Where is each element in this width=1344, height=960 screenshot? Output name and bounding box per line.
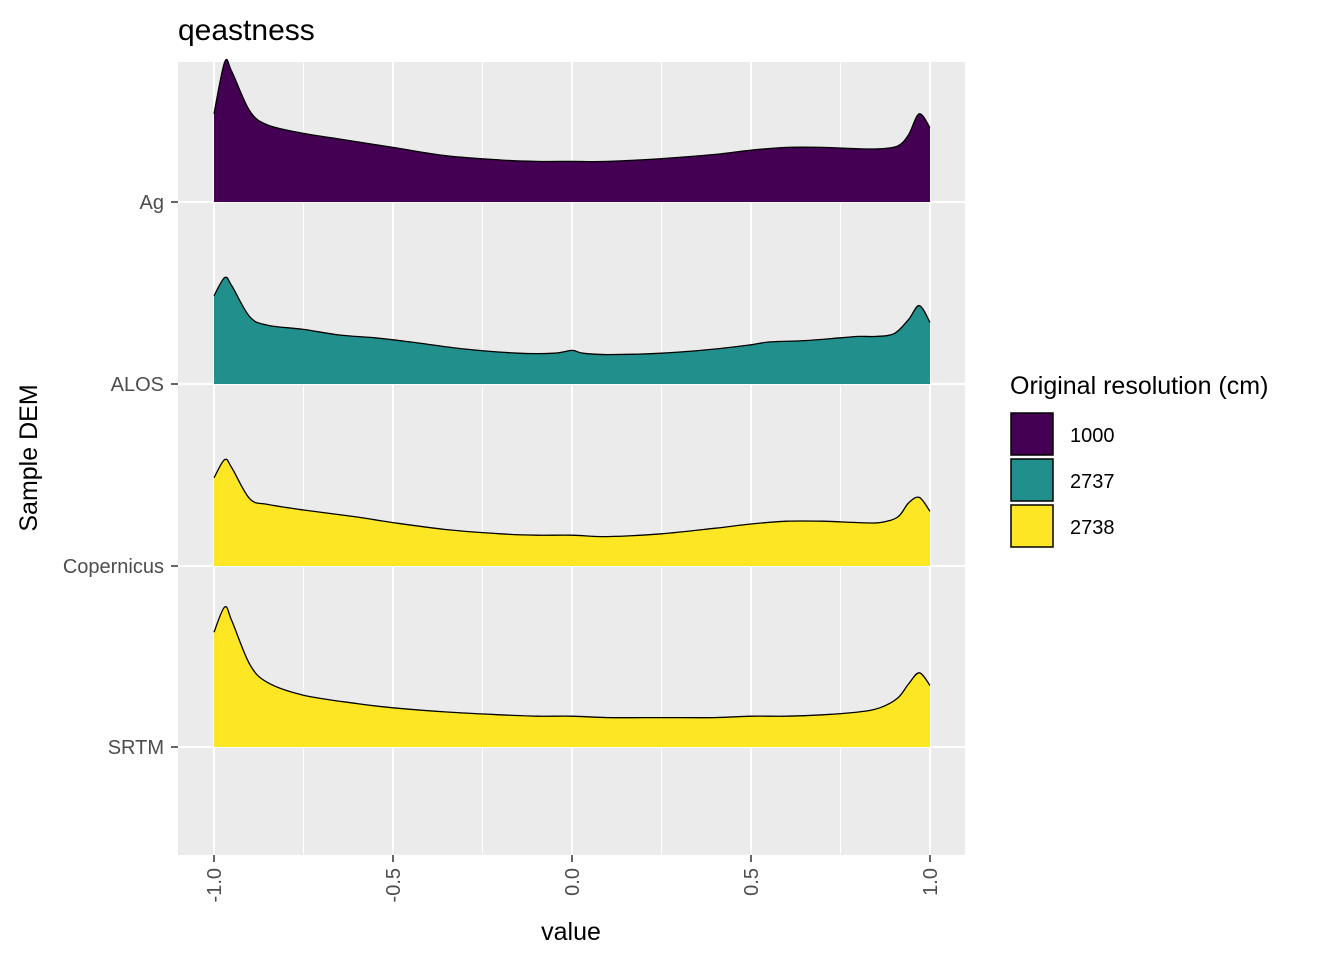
- ridges: [213, 58, 931, 747]
- ridge-outline-copernicus: [213, 458, 931, 538]
- x-tick-label: 0.0: [562, 868, 584, 896]
- ridge-outline-srtm: [213, 606, 931, 719]
- ridge-area-srtm: [214, 606, 930, 747]
- legend-label: 2737: [1070, 471, 1115, 493]
- legend-label: 1000: [1070, 425, 1115, 447]
- y-axis: Ag ALOS Copernicus SRTM: [63, 192, 178, 759]
- y-axis-title: Sample DEM: [15, 384, 43, 531]
- x-tick-label: -0.5: [383, 868, 405, 902]
- x-tick-label: 0.5: [741, 868, 763, 896]
- legend: Original resolution (cm) 1000 2737 2738: [1010, 372, 1268, 548]
- legend-key: [1010, 458, 1054, 502]
- y-tick-label: SRTM: [108, 737, 164, 759]
- chart-title: qeastness: [178, 14, 315, 47]
- x-axis-title: value: [541, 918, 601, 946]
- y-tick-label: Ag: [140, 192, 164, 214]
- x-tick-label: -1.0: [204, 868, 226, 902]
- ridge-area-ag: [214, 59, 930, 202]
- ridge-area-alos: [214, 277, 930, 384]
- legend-key: [1010, 504, 1054, 548]
- x-axis: -1.0 -0.5 0.0 0.5 1.0: [204, 855, 942, 902]
- ridge-area-copernicus: [214, 459, 930, 566]
- y-tick-label: Copernicus: [63, 556, 164, 578]
- ridge-outline-alos: [213, 276, 931, 356]
- y-tick-label: ALOS: [111, 374, 164, 396]
- legend-label: 2738: [1070, 517, 1115, 539]
- legend-title: Original resolution (cm): [1010, 372, 1268, 400]
- ridge-outline-ag: [213, 58, 931, 163]
- legend-key: [1010, 412, 1054, 456]
- x-tick-label: 1.0: [920, 868, 942, 896]
